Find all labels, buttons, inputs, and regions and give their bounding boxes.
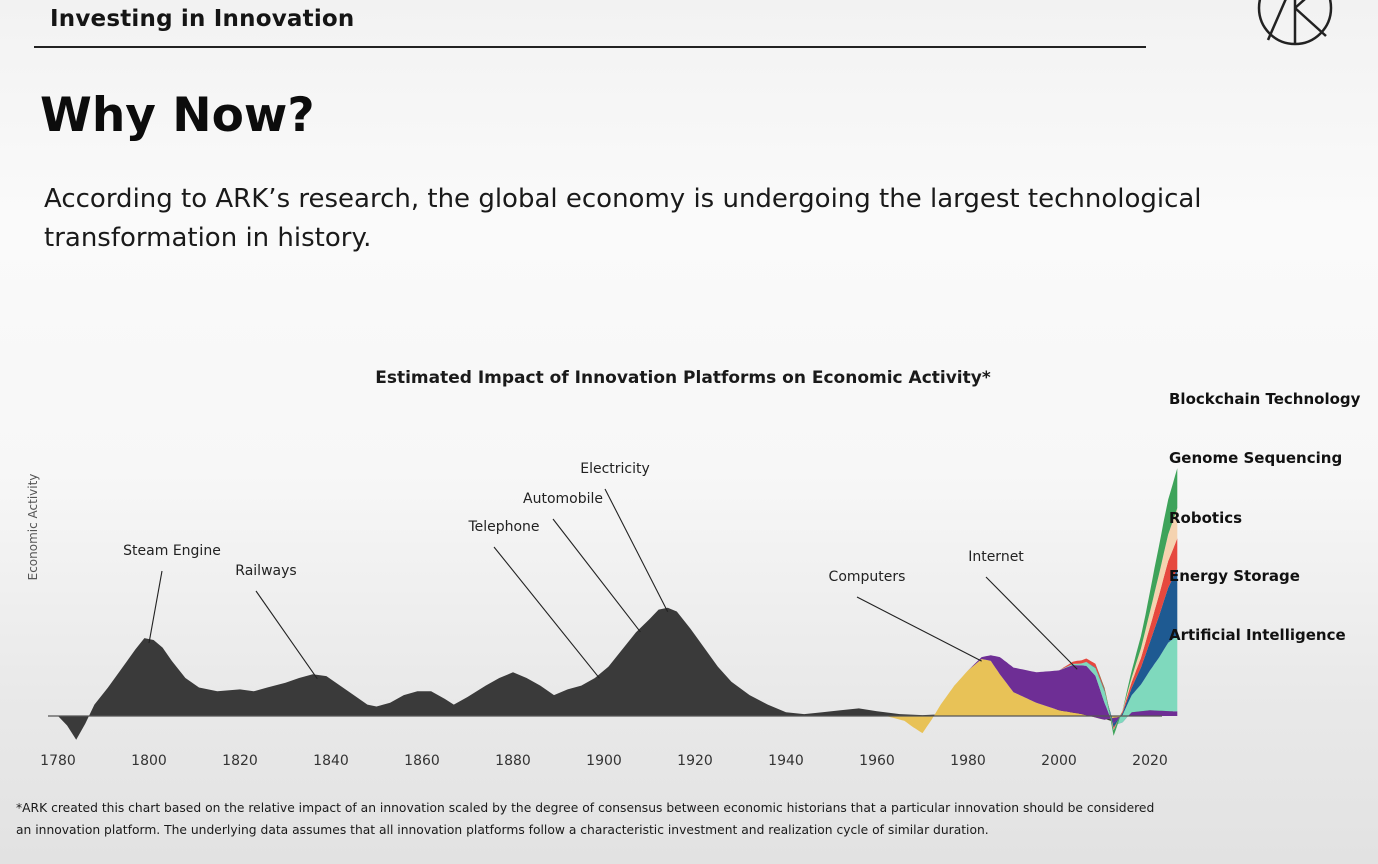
x-tick-label: 1940 [768,753,804,769]
legend-item: Artificial Intelligence [1169,626,1346,644]
x-tick-label: 1980 [950,753,986,769]
x-tick-label: 1880 [495,753,531,769]
legend-item: Genome Sequencing [1169,449,1342,467]
footnote-line-1: *ARK created this chart based on the rel… [16,801,1155,815]
x-tick-label: 1820 [222,753,258,769]
area-computers [877,659,1178,734]
x-tick-label: 1960 [859,753,895,769]
area-historical [58,607,1173,740]
annotation-leader-line [493,546,600,679]
legend-item: Energy Storage [1169,567,1300,585]
annotation-leader-line [985,576,1078,670]
annotation-label: Internet [968,549,1024,565]
annotation-label: Steam Engine [123,543,221,559]
x-tick-label: 1920 [677,753,713,769]
annotation-leader-line [255,590,318,680]
annotation-label: Telephone [467,519,539,535]
intro-text: According to ARK’s research, the global … [44,184,1202,253]
innovation-impact-chart: Steam Engine Railways Telephone Automobile E… [26,368,1361,769]
x-tick-label: 1860 [404,753,440,769]
annotation-leader-line [604,488,669,612]
header-divider [34,46,1146,48]
x-tick-label: 2020 [1132,753,1168,769]
footnote-line-2: an innovation platform. The underlying d… [16,823,989,837]
area-robotics [877,538,1178,734]
legend-item: Blockchain Technology [1169,390,1361,408]
y-axis-label: Economic Activity [26,474,40,581]
legend-item: Robotics [1169,509,1242,527]
annotation-leader-line [148,570,163,644]
annotation-leader-line [552,518,641,633]
annotation-label: Electricity [580,461,650,477]
annotation-label: Railways [235,563,296,579]
area-internet [877,655,1178,734]
annotation-label: Automobile [523,491,603,507]
x-tick-label: 1840 [313,753,349,769]
annotation-label: Computers [829,569,906,585]
chart-title: Estimated Impact of Innovation Platforms… [375,368,991,388]
x-tick-label: 2000 [1041,753,1077,769]
annotation-leader-line [856,596,982,662]
section-label: Investing in Innovation [50,6,355,32]
footnote: *ARK created this chart based on the rel… [16,797,1266,841]
ark-logo-icon [1257,0,1333,46]
page-title: Why Now? [40,88,315,143]
x-tick-label: 1780 [40,753,76,769]
x-tick-label: 1900 [586,753,622,769]
x-tick-label: 1800 [131,753,167,769]
